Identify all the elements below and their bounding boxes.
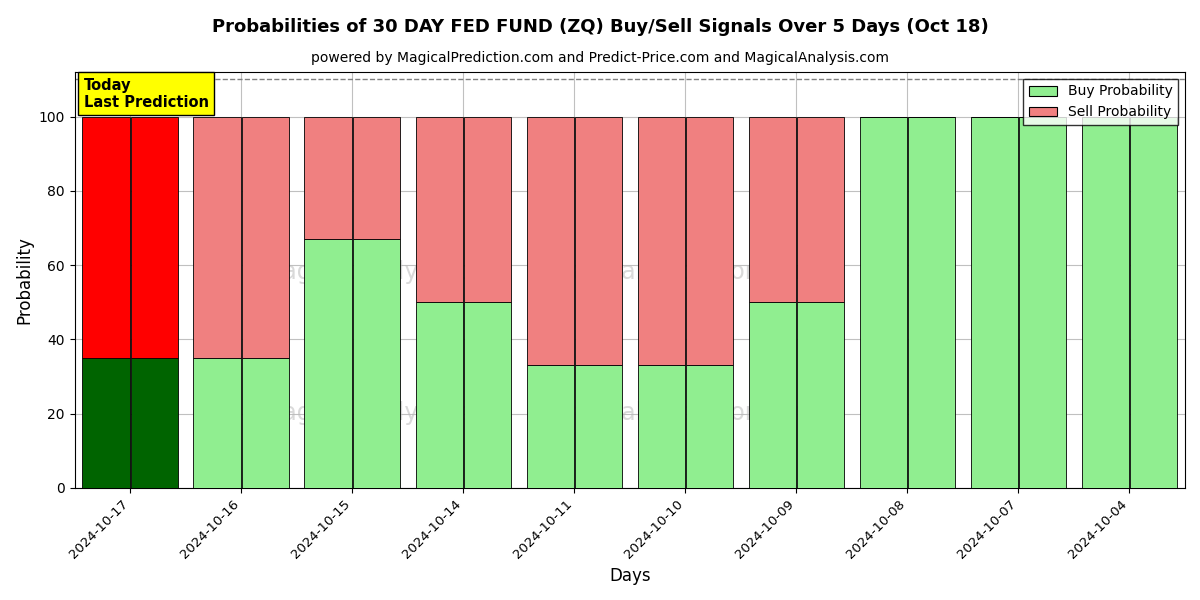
Bar bbox=[797, 116, 844, 302]
Bar bbox=[83, 358, 130, 488]
Bar bbox=[1019, 116, 1066, 488]
Bar bbox=[527, 116, 574, 365]
Bar bbox=[575, 365, 622, 488]
Bar bbox=[797, 302, 844, 488]
Bar bbox=[241, 116, 289, 358]
Bar bbox=[971, 116, 1018, 488]
Bar bbox=[749, 116, 796, 302]
Text: powered by MagicalPrediction.com and Predict-Price.com and MagicalAnalysis.com: powered by MagicalPrediction.com and Pre… bbox=[311, 51, 889, 65]
Bar bbox=[1081, 116, 1129, 488]
X-axis label: Days: Days bbox=[610, 567, 650, 585]
Text: MagicalPrediction.com: MagicalPrediction.com bbox=[552, 401, 818, 425]
Bar bbox=[686, 365, 733, 488]
Bar bbox=[193, 358, 241, 488]
Bar bbox=[464, 116, 511, 302]
Bar bbox=[353, 239, 400, 488]
Bar bbox=[305, 239, 352, 488]
Bar bbox=[415, 116, 463, 302]
Bar bbox=[131, 116, 178, 358]
Text: MagicalAnalysis.com: MagicalAnalysis.com bbox=[263, 401, 509, 425]
Bar bbox=[637, 116, 685, 365]
Bar bbox=[305, 116, 352, 239]
Bar bbox=[908, 116, 955, 488]
Bar bbox=[131, 358, 178, 488]
Bar bbox=[464, 302, 511, 488]
Bar bbox=[575, 116, 622, 365]
Bar bbox=[1130, 116, 1177, 488]
Bar bbox=[859, 116, 907, 488]
Text: Probabilities of 30 DAY FED FUND (ZQ) Buy/Sell Signals Over 5 Days (Oct 18): Probabilities of 30 DAY FED FUND (ZQ) Bu… bbox=[211, 18, 989, 36]
Bar bbox=[193, 116, 241, 358]
Bar bbox=[415, 302, 463, 488]
Legend: Buy Probability, Sell Probability: Buy Probability, Sell Probability bbox=[1024, 79, 1178, 125]
Text: MagicalPrediction.com: MagicalPrediction.com bbox=[552, 260, 818, 284]
Bar bbox=[686, 116, 733, 365]
Text: Today
Last Prediction: Today Last Prediction bbox=[84, 77, 209, 110]
Bar bbox=[353, 116, 400, 239]
Bar bbox=[83, 116, 130, 358]
Bar bbox=[637, 365, 685, 488]
Bar bbox=[749, 302, 796, 488]
Text: MagicalAnalysis.com: MagicalAnalysis.com bbox=[263, 260, 509, 284]
Bar bbox=[527, 365, 574, 488]
Y-axis label: Probability: Probability bbox=[16, 236, 34, 324]
Bar bbox=[241, 358, 289, 488]
